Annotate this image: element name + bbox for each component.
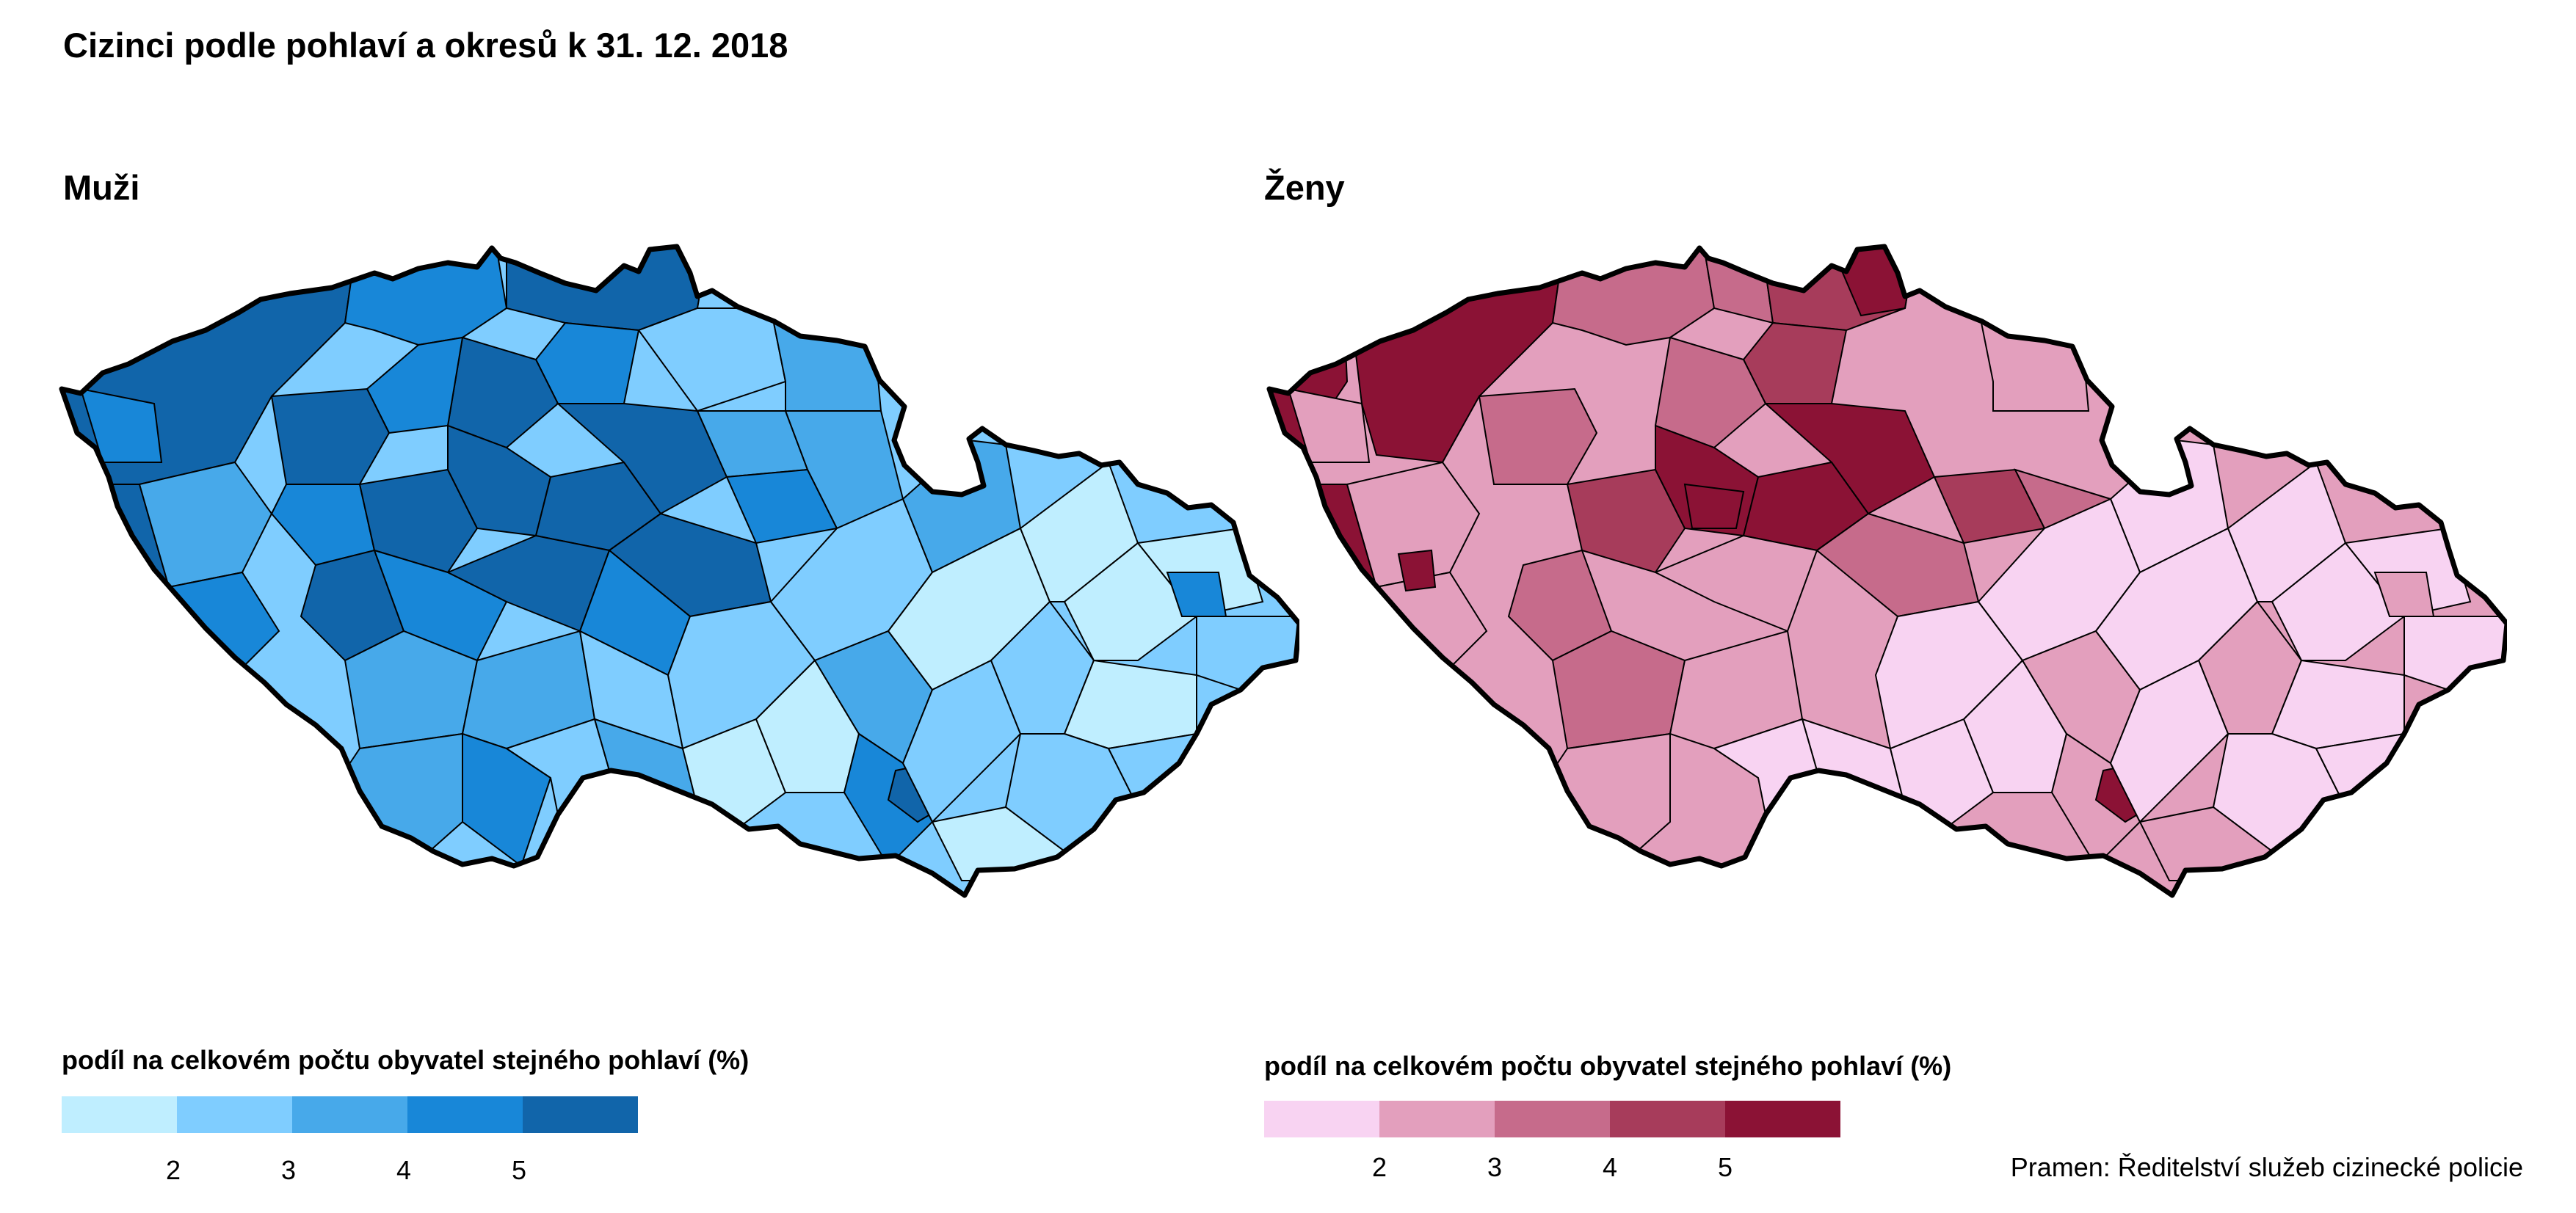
page-title: Cizinci podle pohlaví a okresů k 31. 12.… xyxy=(63,26,788,65)
women-legend-title: podíl na celkovém počtu obyvatel stejnéh… xyxy=(1264,1051,1952,1081)
men-legend-title: podíl na celkovém počtu obyvatel stejnéh… xyxy=(62,1045,750,1075)
women-panel-title: Ženy xyxy=(1264,168,1345,207)
men-legend-ticks: 2 3 4 5 xyxy=(62,1155,649,1185)
men-panel-title: Muži xyxy=(63,168,140,207)
source-note: Pramen: Ředitelství služeb cizinecké pol… xyxy=(2010,1152,2523,1182)
men-color-legend xyxy=(62,1096,638,1133)
women-legend-tick-2: 2 xyxy=(1371,1152,1387,1182)
men-legend-swatch-2 xyxy=(177,1096,292,1133)
men-choropleth-map xyxy=(59,244,1299,898)
men-legend-tick-2: 2 xyxy=(165,1155,181,1185)
women-legend-swatch-2 xyxy=(1379,1101,1495,1137)
men-legend-swatch-5 xyxy=(523,1096,638,1133)
women-legend-swatch-3 xyxy=(1495,1101,1610,1137)
women-legend-swatch-4 xyxy=(1610,1101,1725,1137)
women-color-legend xyxy=(1264,1101,1840,1137)
men-legend-swatch-3 xyxy=(292,1096,407,1133)
women-legend-swatch-1 xyxy=(1264,1101,1379,1137)
women-legend-tick-3: 3 xyxy=(1487,1152,1503,1182)
men-legend-tick-5: 5 xyxy=(511,1155,527,1185)
women-legend-ticks: 2 3 4 5 xyxy=(1264,1152,1851,1182)
men-legend-tick-4: 4 xyxy=(396,1155,412,1185)
men-legend-tick-3: 3 xyxy=(280,1155,297,1185)
women-choropleth-map xyxy=(1266,244,2507,898)
women-legend-tick-5: 5 xyxy=(1717,1152,1733,1182)
women-legend-swatch-5 xyxy=(1725,1101,1840,1137)
women-legend-tick-4: 4 xyxy=(1602,1152,1618,1182)
men-legend-swatch-4 xyxy=(407,1096,523,1133)
men-legend-swatch-1 xyxy=(62,1096,177,1133)
